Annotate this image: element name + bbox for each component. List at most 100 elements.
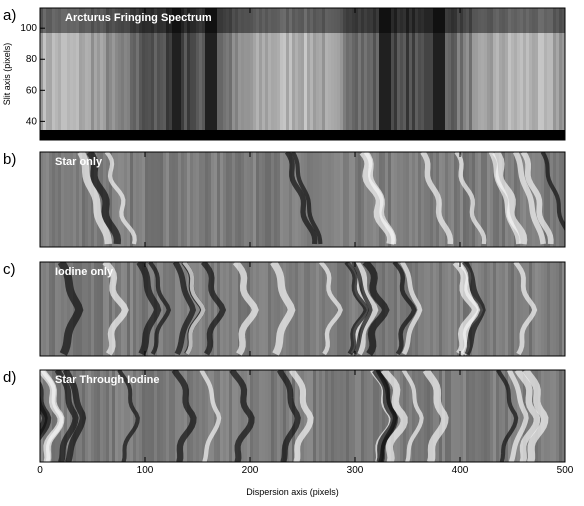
- stripe: [424, 152, 427, 247]
- stripe: [49, 262, 52, 356]
- stripe: [175, 152, 178, 247]
- stripe: [367, 370, 370, 462]
- stripe: [349, 262, 352, 356]
- fringe: [117, 370, 140, 462]
- stripe: [172, 262, 175, 356]
- stripe: [361, 152, 364, 247]
- stripe: [274, 8, 277, 140]
- stripe: [283, 152, 286, 247]
- stripe: [463, 8, 466, 140]
- stripe: [58, 152, 61, 247]
- stripe: [451, 152, 454, 247]
- stripe: [292, 370, 295, 462]
- stripe: [250, 152, 253, 247]
- stripe: [181, 370, 184, 462]
- stripe: [421, 152, 424, 247]
- stripe: [535, 8, 538, 140]
- stripe: [556, 262, 559, 356]
- stripe: [151, 370, 154, 462]
- stripe: [205, 8, 208, 140]
- stripe: [169, 8, 172, 140]
- fringe: [182, 262, 206, 356]
- stripe: [550, 8, 553, 140]
- stripe: [112, 370, 115, 462]
- stripe: [451, 370, 454, 462]
- stripe: [88, 262, 91, 356]
- stripe: [520, 8, 523, 140]
- stripe-fade-bottom: [40, 130, 565, 140]
- stripe: [67, 152, 70, 247]
- stripe: [406, 262, 409, 356]
- stripe: [403, 262, 406, 356]
- stripe: [97, 8, 100, 140]
- stripe: [448, 152, 451, 247]
- stripe: [517, 152, 520, 247]
- stripe: [553, 8, 556, 140]
- stripe: [433, 152, 436, 247]
- stripe: [151, 8, 154, 140]
- stripe: [514, 262, 517, 356]
- stripe: [211, 262, 214, 356]
- stripe: [424, 370, 427, 462]
- fringe: [351, 262, 373, 355]
- stripe: [358, 152, 361, 247]
- panel-label: d): [3, 369, 16, 386]
- stripe: [163, 370, 166, 462]
- stripe: [160, 8, 163, 140]
- stripe: [511, 262, 514, 356]
- stripe: [274, 152, 277, 247]
- stripe: [409, 152, 412, 247]
- stripe: [178, 8, 181, 140]
- stripe: [100, 152, 103, 247]
- stripe: [307, 262, 310, 356]
- stripe: [460, 8, 463, 140]
- stripe: [562, 262, 565, 356]
- stripe: [454, 8, 457, 140]
- stripe: [64, 152, 67, 247]
- stripe: [142, 152, 145, 247]
- stripe: [457, 8, 460, 140]
- stripe: [217, 262, 220, 356]
- stripe: [493, 370, 496, 462]
- stripe: [244, 262, 247, 356]
- stripe: [502, 8, 505, 140]
- stripe: [175, 262, 178, 356]
- stripe: [220, 8, 223, 140]
- stripe: [364, 8, 367, 140]
- stripe: [463, 152, 466, 247]
- stripe: [388, 262, 391, 356]
- stripe: [70, 370, 73, 462]
- stripe: [214, 262, 217, 356]
- y-tick-label: 80: [26, 54, 38, 65]
- stripe: [262, 152, 265, 247]
- panel-title: Star Through Iodine: [55, 374, 160, 386]
- stripe: [322, 8, 325, 140]
- stripe: [559, 152, 562, 247]
- stripe: [247, 152, 250, 247]
- stripe: [148, 8, 151, 140]
- fringe: [57, 262, 84, 356]
- stripe: [274, 262, 277, 356]
- stripe: [466, 8, 469, 140]
- stripe: [526, 262, 529, 356]
- stripe: [481, 370, 484, 462]
- stripe: [160, 262, 163, 356]
- stripe: [73, 8, 76, 140]
- stripe: [313, 152, 316, 247]
- stripe: [130, 262, 133, 356]
- stripe: [364, 370, 367, 462]
- stripe: [112, 8, 115, 140]
- stripe: [91, 262, 94, 356]
- stripe: [277, 262, 280, 356]
- stripe: [457, 262, 460, 356]
- stripe: [349, 152, 352, 247]
- stripe: [253, 152, 256, 247]
- stripe: [379, 8, 382, 140]
- stripe: [253, 8, 256, 140]
- stripe: [415, 262, 418, 356]
- stripe: [544, 152, 547, 247]
- stripe: [484, 152, 487, 247]
- stripe: [280, 152, 283, 247]
- stripe: [133, 152, 136, 247]
- stripe: [394, 8, 397, 140]
